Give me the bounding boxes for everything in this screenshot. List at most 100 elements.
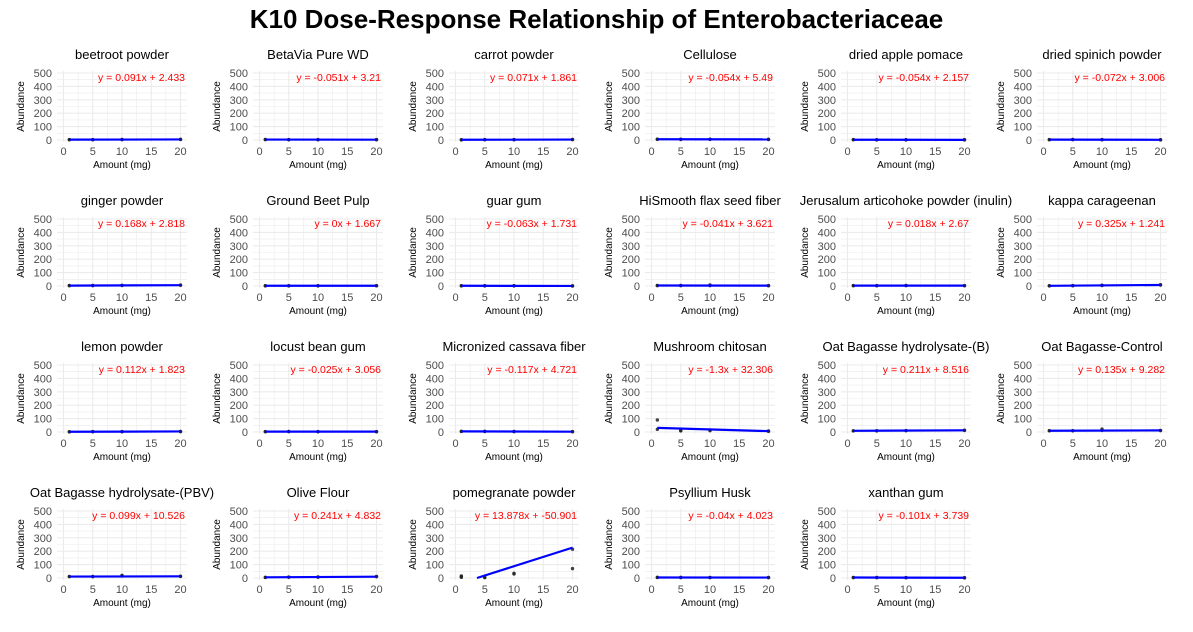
x-axis-label: Amount (mg) — [1073, 160, 1131, 171]
regression-line — [853, 429, 965, 432]
x-tick-label: 0 — [452, 146, 458, 158]
regression-equation: y = -0.054x + 5.49 — [688, 72, 773, 84]
y-tick-label: 100 — [818, 122, 836, 134]
y-tick-label: 0 — [438, 427, 444, 439]
x-tick-label: 10 — [508, 146, 520, 158]
y-tick-label: 300 — [426, 95, 444, 107]
x-tick-label: 10 — [312, 146, 324, 158]
regression-equation: y = 0.091x + 2.433 — [98, 72, 185, 84]
y-axis-label: Abundance — [604, 81, 615, 132]
x-tick-label: 0 — [648, 584, 654, 596]
x-axis-label: Amount (mg) — [289, 452, 347, 463]
x-tick-label: 0 — [844, 146, 850, 158]
y-tick-label: 500 — [622, 68, 640, 80]
x-tick-label: 0 — [60, 146, 66, 158]
facet-title: kappa carageenan — [1048, 193, 1156, 208]
facet-panel: lemon powder 0 100 200 300 400 500 0 5 10 15 20 Amou… — [7, 333, 197, 474]
facet-panel: Psyllium Husk 0 100 200 300 400 500 0 5 10 15 20 Amo… — [595, 479, 785, 620]
x-tick-label: 15 — [537, 584, 549, 596]
y-axis-label: Abundance — [604, 519, 615, 570]
x-axis-label: Amount (mg) — [681, 598, 739, 609]
regression-equation: y = 0.135x + 9.282 — [1078, 364, 1165, 376]
x-tick-label: 0 — [648, 438, 654, 450]
y-tick-label: 300 — [1014, 241, 1032, 253]
x-axis-label: Amount (mg) — [485, 598, 543, 609]
x-tick-label: 5 — [90, 438, 96, 450]
x-axis-label: Amount (mg) — [1073, 306, 1131, 317]
facet-panel: beetroot powder 0 100 200 300 400 500 0 5 10 15 20 A… — [7, 41, 197, 182]
y-tick-label: 200 — [622, 254, 640, 266]
y-tick-label: 0 — [242, 427, 248, 439]
x-tick-label: 10 — [508, 584, 520, 596]
y-tick-label: 100 — [230, 414, 248, 426]
regression-equation: y = -0.051x + 3.21 — [296, 72, 381, 84]
y-tick-label: 200 — [34, 108, 52, 120]
x-axis-label: Amount (mg) — [877, 598, 935, 609]
regression-equation: y = -0.054x + 2.157 — [879, 72, 970, 84]
y-axis-label: Abundance — [408, 519, 419, 570]
x-tick-label: 15 — [145, 146, 157, 158]
x-tick-label: 20 — [762, 292, 774, 304]
y-tick-label: 400 — [230, 227, 248, 239]
x-tick-label: 0 — [60, 584, 66, 596]
y-tick-label: 0 — [46, 135, 52, 147]
x-tick-label: 20 — [566, 438, 578, 450]
x-tick-label: 10 — [704, 584, 716, 596]
y-tick-label: 400 — [622, 227, 640, 239]
y-tick-label: 400 — [818, 373, 836, 385]
y-tick-label: 500 — [230, 214, 248, 226]
x-tick-label: 5 — [90, 292, 96, 304]
x-tick-label: 15 — [929, 438, 941, 450]
regression-equation: y = -1.3x + 32.306 — [688, 364, 773, 376]
x-tick-label: 0 — [844, 584, 850, 596]
y-tick-label: 400 — [426, 81, 444, 93]
x-tick-label: 20 — [174, 146, 186, 158]
regression-line — [657, 426, 769, 433]
x-tick-label: 10 — [312, 584, 324, 596]
x-tick-label: 10 — [116, 292, 128, 304]
regression-equation: y = -0.101x + 3.739 — [879, 510, 970, 522]
x-tick-label: 15 — [1125, 292, 1137, 304]
y-tick-label: 500 — [230, 506, 248, 518]
x-tick-label: 0 — [648, 292, 654, 304]
x-axis-label: Amount (mg) — [93, 160, 151, 171]
y-tick-label: 400 — [818, 227, 836, 239]
regression-equation: y = 0.071x + 1.861 — [490, 72, 577, 84]
y-axis-label: Abundance — [996, 81, 1007, 132]
y-tick-label: 200 — [426, 254, 444, 266]
y-tick-label: 300 — [818, 533, 836, 545]
x-tick-label: 5 — [678, 292, 684, 304]
facet-title: dried spinich powder — [1042, 47, 1162, 62]
y-tick-label: 200 — [230, 108, 248, 120]
regression-equation: y = 0.112x + 1.823 — [99, 364, 185, 376]
facet-title: beetroot powder — [75, 47, 170, 62]
facet-title: Micronized cassava fiber — [442, 339, 586, 354]
x-tick-label: 0 — [1040, 146, 1046, 158]
x-tick-label: 5 — [678, 438, 684, 450]
x-tick-label: 15 — [341, 292, 353, 304]
y-tick-label: 300 — [622, 533, 640, 545]
regression-equation: y = 0.241x + 4.832 — [294, 510, 381, 522]
y-tick-label: 100 — [426, 560, 444, 572]
y-tick-label: 100 — [426, 122, 444, 134]
chart-title: K10 Dose-Response Relationship of Entero… — [249, 4, 944, 34]
y-tick-label: 200 — [34, 254, 52, 266]
y-tick-label: 400 — [818, 519, 836, 531]
x-tick-label: 20 — [762, 438, 774, 450]
y-tick-label: 400 — [622, 519, 640, 531]
x-tick-label: 10 — [116, 584, 128, 596]
x-tick-label: 10 — [1096, 292, 1108, 304]
x-axis-label: Amount (mg) — [877, 160, 935, 171]
y-tick-label: 300 — [1014, 387, 1032, 399]
x-tick-label: 10 — [900, 584, 912, 596]
y-tick-label: 100 — [426, 268, 444, 280]
y-tick-label: 200 — [426, 400, 444, 412]
x-tick-label: 0 — [256, 146, 262, 158]
facet-title: Oat Bagasse-Control — [1041, 339, 1163, 354]
x-tick-label: 15 — [733, 292, 745, 304]
x-tick-label: 15 — [929, 292, 941, 304]
